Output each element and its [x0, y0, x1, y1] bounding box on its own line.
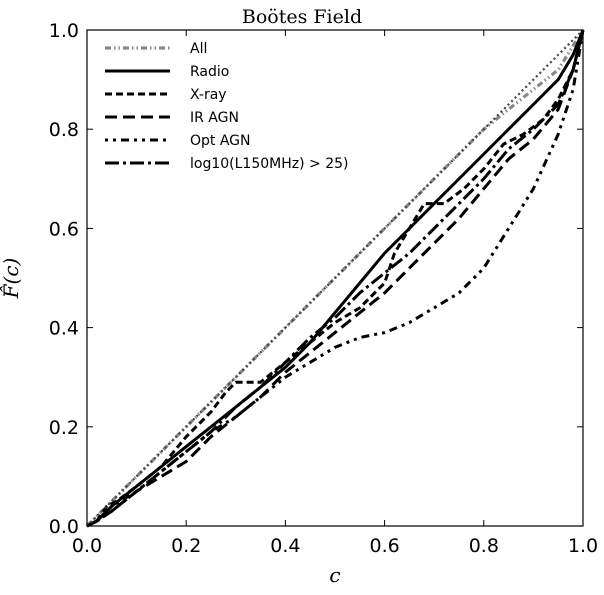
y-tick-label: 0.0 — [49, 516, 79, 538]
x-tick-label: 1.0 — [568, 535, 598, 557]
legend-label-3: IR AGN — [190, 110, 239, 126]
y-tick-label: 0.2 — [49, 417, 79, 439]
series-line-0 — [85, 29, 585, 528]
series-line-1 — [86, 29, 585, 528]
x-tick-label: 0.2 — [171, 535, 201, 557]
y-tick-label: 0.6 — [49, 218, 79, 240]
y-tick-label: 0.8 — [49, 119, 79, 141]
legend-label-5: log10(L150MHz) > 25) — [190, 156, 348, 172]
legend-label-2: X-ray — [190, 87, 227, 103]
tick-layer: 0.0 0.2 0.4 0.6 0.8 1.0 0.0 0.2 0.4 0.6 0.8 1.0 — [49, 20, 598, 557]
series-line-3 — [86, 29, 585, 528]
x-tick-label: 0.6 — [369, 535, 399, 557]
series-line-4 — [86, 29, 585, 528]
legend-label-0: All — [190, 41, 207, 57]
x-tick-label: 0.0 — [72, 535, 102, 557]
y-tick-label: 0.4 — [49, 318, 79, 340]
y-axis-label: F̂(c) — [0, 258, 23, 300]
legend: All Radio X-ray IR AGN Opt AGN log10(L150MHz)… — [105, 41, 348, 172]
legend-label-1: Radio — [190, 64, 229, 80]
chart-title: Boötes Field — [242, 6, 362, 28]
series-line-5 — [86, 29, 585, 528]
x-tick-label: 0.4 — [270, 535, 300, 557]
plot-frame — [86, 29, 584, 527]
series-line-2 — [86, 29, 585, 528]
legend-label-4: Opt AGN — [190, 133, 251, 149]
series-line-6 — [86, 29, 584, 527]
x-axis-label: c — [329, 563, 340, 587]
x-tick-label: 0.8 — [469, 535, 499, 557]
series-layer — [85, 29, 585, 528]
y-tick-label: 1.0 — [49, 20, 79, 42]
